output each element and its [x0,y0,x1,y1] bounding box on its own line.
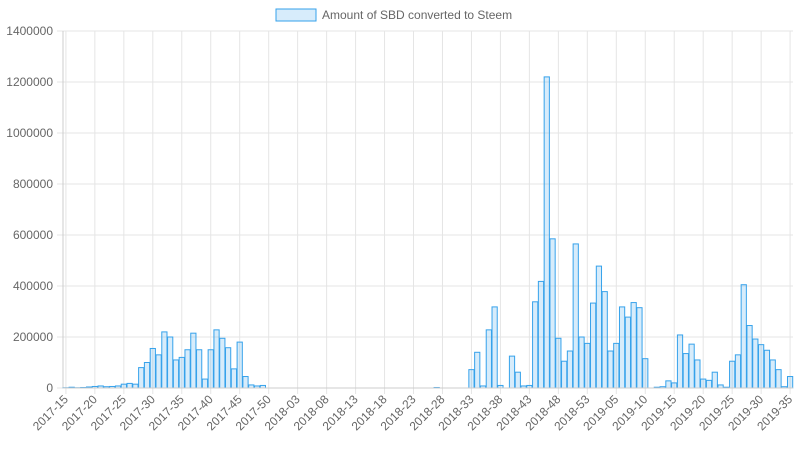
bar [491,306,498,389]
y-tick-label: 0 [46,381,53,395]
bar [566,350,574,389]
bar [688,343,695,389]
legend-swatch [275,8,317,22]
bar [734,354,742,389]
bar [213,329,220,389]
y-tick-label: 800000 [13,177,53,191]
bar [161,331,168,389]
bar [763,349,771,389]
bar [775,369,782,389]
bar [601,291,608,389]
bar [740,284,747,389]
bar [514,371,521,389]
bar [485,329,492,389]
bar [769,359,776,389]
bar [184,349,191,389]
bar [676,334,684,389]
bar [225,347,232,389]
bar [219,337,226,389]
bar [642,358,649,389]
bar [636,307,643,389]
y-tick-label: 1200000 [6,75,53,89]
bar [711,371,718,389]
bar [590,302,597,389]
bar [729,360,736,389]
bar [178,356,185,389]
bar [201,378,209,389]
bar [532,301,539,389]
bar [468,369,475,389]
bar [572,243,579,389]
bar [555,337,562,389]
bar [624,316,631,389]
bar [172,359,180,389]
y-tick-label: 400000 [13,279,53,293]
bar [196,349,203,389]
bar [665,380,672,389]
y-tick-label: 1400000 [6,24,53,38]
bar [561,360,568,389]
bar [705,379,713,389]
bar [143,362,151,389]
bar [584,342,591,389]
y-tick-label: 600000 [13,228,53,242]
bar [752,338,759,389]
bar [236,341,243,389]
bar [167,336,174,389]
bar [190,332,197,389]
bar [758,344,765,389]
legend-label: Amount of SBD converted to Steem [322,8,512,22]
bar [613,342,620,389]
bar [132,383,139,389]
bar [595,265,603,389]
bar [120,383,127,389]
bar [618,306,626,389]
bar [694,359,701,389]
bar [537,280,545,389]
bar [138,367,145,389]
bar [242,376,249,389]
bar [682,353,689,389]
bar [474,351,481,389]
bar [671,382,678,389]
y-tick-label: 200000 [13,330,53,344]
bar [543,76,550,389]
bar [149,347,156,389]
bar [746,325,753,389]
bar [700,378,707,389]
bar [630,302,637,389]
bar [549,238,556,389]
bar [578,336,585,389]
bar [155,354,162,389]
bar [786,376,794,389]
bar [230,368,238,389]
y-tick-label: 1000000 [6,126,53,140]
bar [607,350,614,389]
bar [207,349,214,389]
bar [508,355,516,389]
bar [126,382,133,389]
